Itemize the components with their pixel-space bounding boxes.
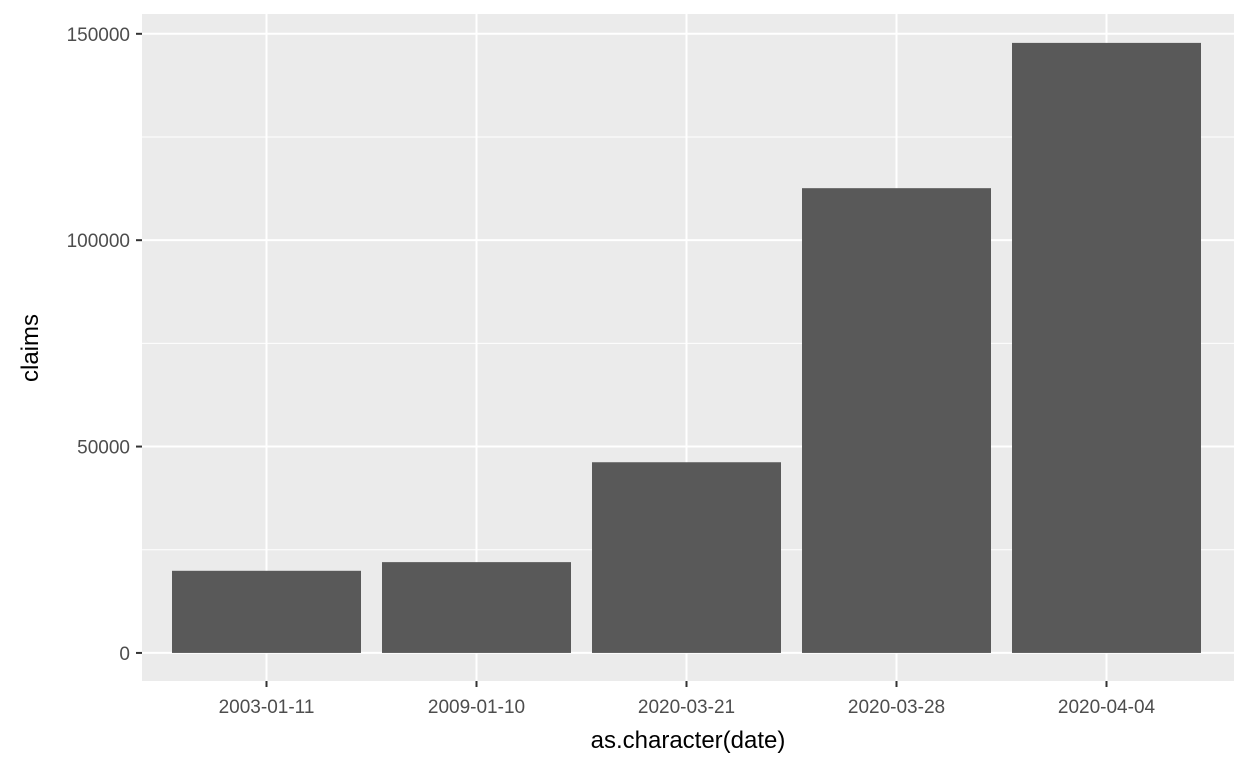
- y-tick-label: 150000: [67, 25, 130, 46]
- y-axis: 0 50000 100000 150000: [67, 25, 142, 665]
- x-tick-label: 2020-04-04: [1058, 697, 1156, 718]
- y-tick-label: 100000: [67, 231, 130, 252]
- x-tick-label: 2009-01-10: [428, 697, 525, 718]
- y-axis-title: claims: [17, 314, 44, 382]
- x-tick-label: 2020-03-28: [848, 697, 945, 718]
- bars: [172, 42, 1201, 653]
- y-tick-label: 50000: [77, 438, 130, 459]
- x-axis: 2003-01-11 2009-01-10 2020-03-21 2020-03-28…: [219, 681, 1156, 718]
- bar: [802, 188, 991, 653]
- x-tick-label: 2003-01-11: [219, 697, 315, 718]
- bar: [172, 570, 361, 653]
- x-axis-title: as.character(date): [591, 727, 786, 754]
- x-tick-label: 2020-03-21: [638, 697, 735, 718]
- bar: [592, 462, 781, 653]
- bar: [382, 562, 571, 653]
- y-tick-label: 0: [119, 644, 130, 665]
- bar: [1012, 42, 1201, 653]
